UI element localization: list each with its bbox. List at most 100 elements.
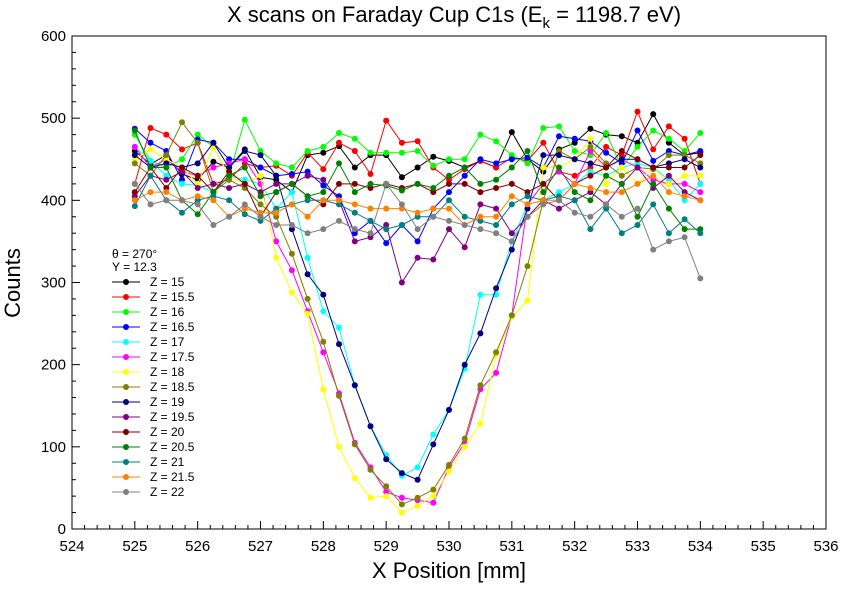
data-point: [257, 201, 264, 208]
legend-label: Z = 18: [150, 365, 185, 379]
data-point: [430, 213, 437, 220]
data-point: [493, 160, 500, 167]
data-point: [634, 180, 641, 187]
data-point: [508, 230, 515, 237]
data-point: [414, 226, 421, 233]
data-point: [320, 349, 327, 356]
legend-swatch-marker: [123, 444, 129, 450]
data-point: [288, 226, 295, 233]
data-point: [603, 189, 610, 196]
data-point: [524, 213, 531, 220]
legend-item: Z = 21.5: [112, 470, 195, 484]
data-point: [665, 160, 672, 167]
data-point: [697, 164, 704, 171]
data-point: [430, 486, 437, 493]
data-point: [351, 226, 358, 233]
data-point: [147, 146, 154, 153]
data-point: [493, 176, 500, 183]
data-point: [618, 160, 625, 167]
data-point: [226, 164, 233, 171]
data-point: [304, 310, 311, 317]
data-point: [414, 494, 421, 501]
series-line: [134, 141, 701, 481]
data-point: [179, 164, 185, 171]
data-point: [351, 189, 358, 196]
series-layer: [131, 108, 704, 516]
data-point: [147, 189, 154, 196]
data-point: [351, 148, 358, 154]
x-tick-label: 524: [59, 538, 84, 555]
data-point: [414, 164, 421, 171]
chart-title-tail: = 1198.7 eV): [550, 2, 681, 27]
data-point: [556, 123, 562, 130]
data-point: [477, 131, 484, 138]
data-point: [508, 201, 515, 208]
data-point: [414, 209, 421, 216]
data-point: [493, 349, 500, 356]
data-point: [556, 189, 562, 196]
data-point: [665, 189, 672, 196]
data-point: [665, 135, 672, 142]
x-tick-label: 534: [688, 538, 713, 555]
data-point: [430, 205, 437, 212]
data-point: [587, 164, 594, 171]
data-point: [163, 160, 170, 167]
data-point: [446, 172, 452, 179]
series-20-5: [131, 127, 704, 233]
legend-swatch-marker: [123, 474, 129, 480]
data-point: [414, 254, 421, 261]
data-point: [618, 164, 625, 171]
data-point: [351, 382, 358, 389]
data-point: [288, 289, 295, 296]
data-point: [304, 295, 311, 302]
x-tick-label: 526: [185, 538, 210, 555]
legend-swatch-marker: [123, 339, 129, 345]
data-point: [665, 176, 672, 183]
data-point: [414, 180, 421, 187]
series-17: [131, 143, 704, 479]
data-point: [634, 127, 641, 134]
data-point: [681, 234, 688, 241]
data-point: [587, 172, 594, 179]
data-point: [351, 238, 358, 245]
data-point: [288, 180, 295, 187]
data-point: [665, 238, 672, 245]
data-point: [194, 131, 201, 138]
x-axis: 524 525 526 527 528 529 530 531 532 533 534 535 536: [59, 521, 839, 555]
data-point: [634, 139, 641, 146]
legend-item: Z = 19: [112, 395, 185, 409]
data-point: [414, 503, 421, 509]
data-point: [618, 213, 625, 220]
legend-label: Z = 20: [150, 425, 185, 439]
data-point: [194, 172, 201, 179]
data-point: [320, 166, 327, 173]
x-tick-label: 530: [436, 538, 461, 555]
data-point: [540, 201, 547, 208]
data-point: [603, 172, 610, 179]
series-19: [131, 139, 704, 483]
data-point: [414, 148, 421, 154]
data-point: [634, 143, 641, 150]
data-point: [556, 164, 562, 171]
data-point: [618, 148, 625, 154]
data-point: [304, 197, 311, 204]
data-point: [508, 238, 515, 245]
data-point: [430, 441, 437, 448]
data-point: [304, 172, 311, 179]
data-point: [179, 176, 185, 183]
data-point: [697, 180, 704, 187]
data-point: [273, 238, 280, 245]
legend-item: Z = 17: [112, 335, 185, 349]
data-point: [634, 222, 641, 228]
data-point: [430, 189, 437, 196]
series-18: [131, 135, 704, 516]
data-point: [351, 209, 358, 216]
data-point: [681, 189, 688, 196]
data-point: [179, 209, 185, 216]
legend-swatch-marker: [123, 294, 129, 300]
data-point: [414, 464, 421, 471]
data-point: [273, 209, 280, 216]
data-point: [681, 148, 688, 154]
data-point: [681, 135, 688, 142]
data-point: [226, 156, 233, 163]
